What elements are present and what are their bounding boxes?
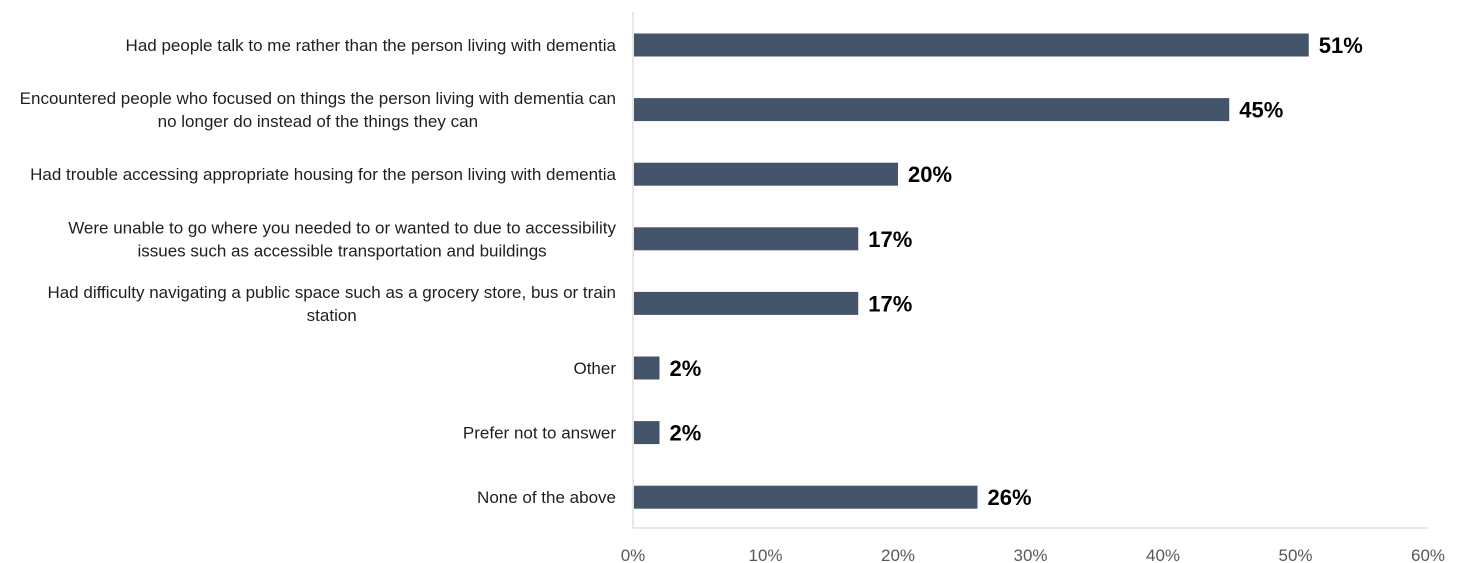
- data-label: 17%: [868, 227, 912, 252]
- bar: [634, 33, 1309, 57]
- category-label: issues such as accessible transportation…: [138, 241, 547, 260]
- category-label: Had trouble accessing appropriate housin…: [30, 165, 616, 184]
- axes: [632, 12, 1428, 529]
- data-label: 51%: [1319, 33, 1363, 58]
- category-label: station: [307, 306, 357, 325]
- data-label: 20%: [908, 162, 952, 187]
- bar: [634, 291, 859, 315]
- x-tick-label: 40%: [1146, 546, 1180, 563]
- category-label: Had difficulty navigating a public space…: [47, 283, 616, 302]
- x-tick-label: 60%: [1411, 546, 1445, 563]
- category-label: Had people talk to me rather than the pe…: [126, 36, 617, 55]
- category-label: Encountered people who focused on things…: [20, 89, 616, 108]
- x-tick-label: 30%: [1013, 546, 1047, 563]
- data-label: 17%: [868, 291, 912, 316]
- x-tick-label: 50%: [1278, 546, 1312, 563]
- category-label: Were unable to go where you needed to or…: [68, 218, 616, 237]
- bar: [634, 421, 660, 445]
- bar: [634, 98, 1230, 122]
- data-label: 2%: [670, 356, 702, 381]
- bar: [634, 227, 859, 251]
- category-label: None of the above: [477, 488, 616, 507]
- bars: [634, 33, 1309, 509]
- x-tick-label: 20%: [881, 546, 915, 563]
- bar: [634, 356, 660, 380]
- bar: [634, 162, 898, 186]
- category-label: Prefer not to answer: [463, 424, 616, 443]
- category-label: Other: [573, 359, 616, 378]
- data-label: 2%: [670, 421, 702, 446]
- x-tick-label: 0%: [621, 546, 646, 563]
- category-label: no longer do instead of the things they …: [158, 112, 478, 131]
- labels: 0% 10% 20% 30% 40% 50% 60% 51% Had people talk t…: [20, 33, 1445, 563]
- data-label: 45%: [1239, 98, 1283, 123]
- bar: [634, 485, 978, 509]
- x-tick-label: 10%: [748, 546, 782, 563]
- data-label: 26%: [988, 485, 1032, 510]
